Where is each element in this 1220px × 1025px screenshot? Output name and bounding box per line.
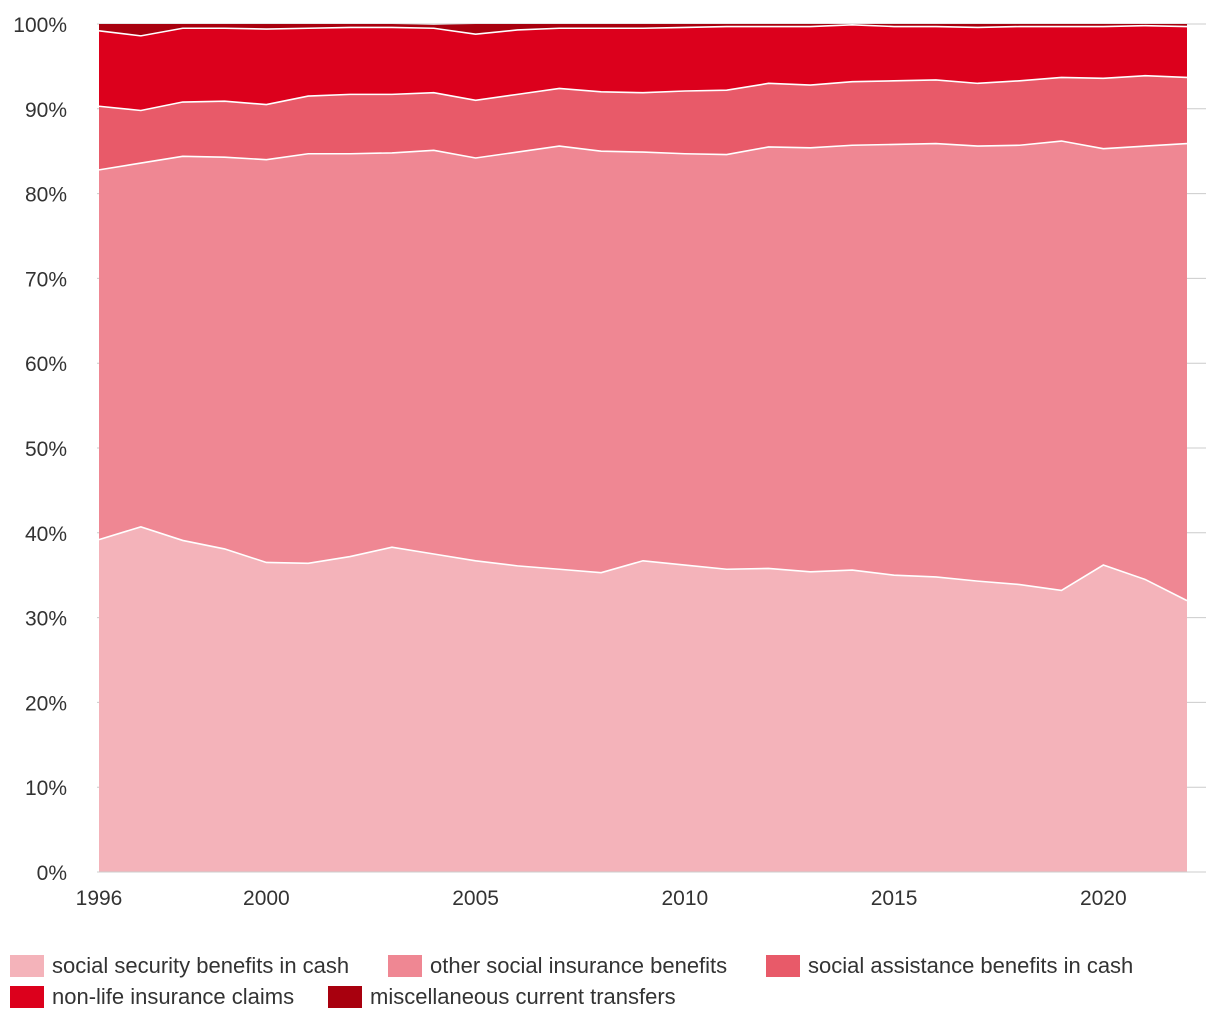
y-tick-label: 10% xyxy=(25,777,67,800)
area-series-social-security-benefits-in-cash xyxy=(99,526,1187,872)
y-tick-label: 60% xyxy=(25,353,67,376)
x-tick-label: 2020 xyxy=(1080,887,1127,910)
area-series-non-life-insurance-claims xyxy=(99,24,1187,111)
series-boundary-lines xyxy=(98,24,1188,602)
x-tick-label: 2005 xyxy=(452,887,499,910)
axes: 0% 10% 20% 30% 40% 50% 60% 70% 80% 90% 100% 1996 200… xyxy=(13,14,1206,910)
area-series-social-assistance-benefits-in-cash xyxy=(99,75,1187,170)
series-boundary-line xyxy=(98,526,1188,602)
legend-label: non-life insurance claims xyxy=(52,984,294,1009)
legend-swatch xyxy=(10,986,44,1008)
legend-label: miscellaneous current transfers xyxy=(370,984,676,1009)
legend-item: other social insurance benefits xyxy=(388,953,727,978)
x-tick-label: 2015 xyxy=(871,887,918,910)
y-tick-label: 50% xyxy=(25,438,67,461)
x-tick-label: 1996 xyxy=(76,887,123,910)
area-series-group xyxy=(99,24,1187,872)
legend-label: other social insurance benefits xyxy=(430,953,727,978)
legend-item: social security benefits in cash xyxy=(10,953,349,978)
y-tick-label: 30% xyxy=(25,608,67,631)
y-tick-label: 70% xyxy=(25,268,67,291)
y-tick-label: 0% xyxy=(37,862,67,885)
legend-swatch xyxy=(766,955,800,977)
y-tick-label: 40% xyxy=(25,523,67,546)
series-boundary-line xyxy=(98,74,1188,112)
legend-item: non-life insurance claims xyxy=(10,984,294,1009)
x-tick-label: 2000 xyxy=(243,887,290,910)
legend-swatch xyxy=(10,955,44,977)
y-tick-label: 80% xyxy=(25,184,67,207)
legend-item: miscellaneous current transfers xyxy=(328,984,676,1009)
y-tick-label: 20% xyxy=(25,692,67,715)
series-boundary-line xyxy=(98,24,1188,37)
legend: social security benefits in cash other so… xyxy=(10,953,1133,1009)
x-tick-label: 2010 xyxy=(661,887,708,910)
area-series-other-social-insurance-benefits xyxy=(99,141,1187,601)
series-boundary-line xyxy=(98,140,1188,171)
legend-label: social assistance benefits in cash xyxy=(808,953,1133,978)
y-tick-label: 100% xyxy=(13,14,67,37)
legend-label: social security benefits in cash xyxy=(52,953,349,978)
y-tick-label: 90% xyxy=(25,99,67,122)
legend-swatch xyxy=(388,955,422,977)
legend-swatch xyxy=(328,986,362,1008)
legend-item: social assistance benefits in cash xyxy=(766,953,1133,978)
